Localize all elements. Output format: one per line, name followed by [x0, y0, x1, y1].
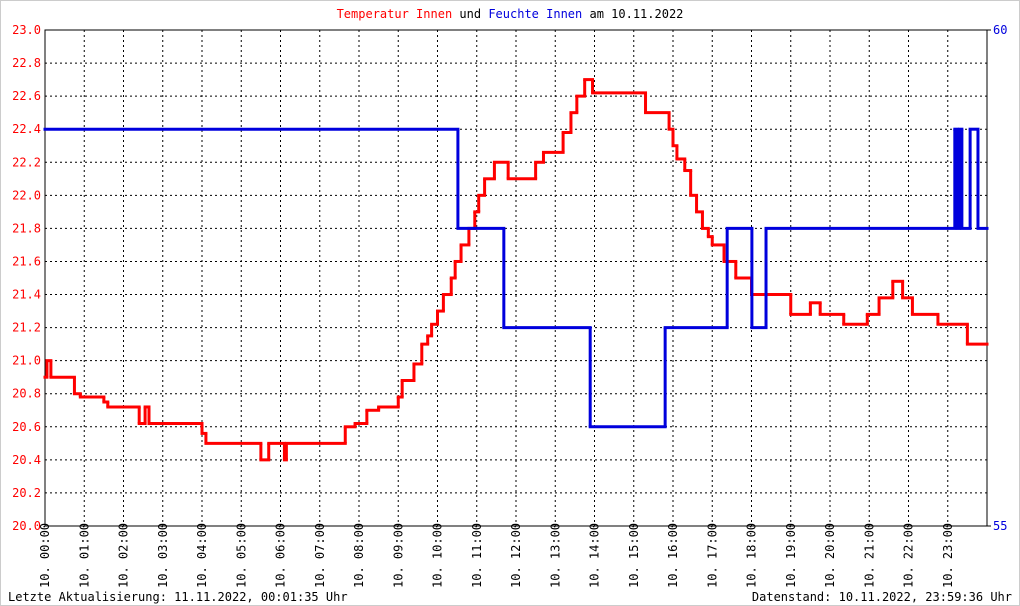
- chart-title: Temperatur Innen und Feuchte Innen am 10…: [337, 7, 684, 21]
- x-tick-label: 10. 17:00: [705, 523, 719, 588]
- title-join: und: [459, 7, 481, 21]
- x-tick-label: 10. 21:00: [862, 523, 876, 588]
- x-tick-label: 10. 22:00: [902, 523, 916, 588]
- x-tick-label: 10. 20:00: [823, 523, 837, 588]
- x-tick-label: 10. 13:00: [548, 523, 562, 588]
- y-tick-label: 22.8: [12, 56, 41, 70]
- x-tick-label: 10. 06:00: [274, 523, 288, 588]
- title-series-2: Feuchte Innen: [488, 7, 582, 21]
- y-tick-label: 20.4: [12, 453, 41, 467]
- y-tick-label: 21.4: [12, 288, 41, 302]
- plot-border: [44, 29, 988, 527]
- x-tick-label: 10. 04:00: [195, 523, 209, 588]
- y-tick-label: 20.6: [12, 420, 41, 434]
- y-tick-label: 21.0: [12, 354, 41, 368]
- y-tick-label: 22.0: [12, 188, 41, 202]
- y-tick-label: 21.2: [12, 321, 41, 335]
- x-tick-label: 10. 15:00: [627, 523, 641, 588]
- x-tick-label: 10. 19:00: [784, 523, 798, 588]
- x-tick-label: 10. 10:00: [431, 523, 445, 588]
- title-series-1: Temperatur Innen: [337, 7, 453, 21]
- x-tick-label: 10. 05:00: [234, 523, 248, 588]
- x-tick-label: 10. 00:00: [38, 523, 52, 588]
- title-suffix: am 10.11.2022: [589, 7, 683, 21]
- footer-left: Letzte Aktualisierung: 11.11.2022, 00:01…: [8, 590, 348, 604]
- x-tick-label: 10. 07:00: [313, 523, 327, 588]
- y-tick-label: 22.2: [12, 155, 41, 169]
- y2-tick-label: 55: [993, 519, 1007, 533]
- y2-tick-label: 60: [993, 23, 1007, 37]
- x-tick-label: 10. 16:00: [666, 523, 680, 588]
- x-tick-label: 10. 09:00: [391, 523, 405, 588]
- y-tick-label: 22.6: [12, 89, 41, 103]
- x-tick-label: 10. 12:00: [509, 523, 523, 588]
- x-tick-label: 10. 14:00: [588, 523, 602, 588]
- y-tick-label: 21.6: [12, 254, 41, 268]
- y-tick-label: 22.4: [12, 122, 41, 136]
- x-tick-label: 10. 11:00: [470, 523, 484, 588]
- x-tick-label: 10. 18:00: [745, 523, 759, 588]
- x-tick-label: 10. 01:00: [77, 523, 91, 588]
- y-tick-label: 20.8: [12, 387, 41, 401]
- footer-right: Datenstand: 10.11.2022, 23:59:36 Uhr: [752, 590, 1012, 604]
- y-tick-label: 20.2: [12, 486, 41, 500]
- x-tick-label: 10. 02:00: [117, 523, 131, 588]
- y-tick-label: 21.8: [12, 221, 41, 235]
- x-tick-label: 10. 08:00: [352, 523, 366, 588]
- x-tick-label: 10. 23:00: [941, 523, 955, 588]
- y-tick-label: 23.0: [12, 23, 41, 37]
- x-tick-label: 10. 03:00: [156, 523, 170, 588]
- y-tick-label: 20.0: [12, 519, 41, 533]
